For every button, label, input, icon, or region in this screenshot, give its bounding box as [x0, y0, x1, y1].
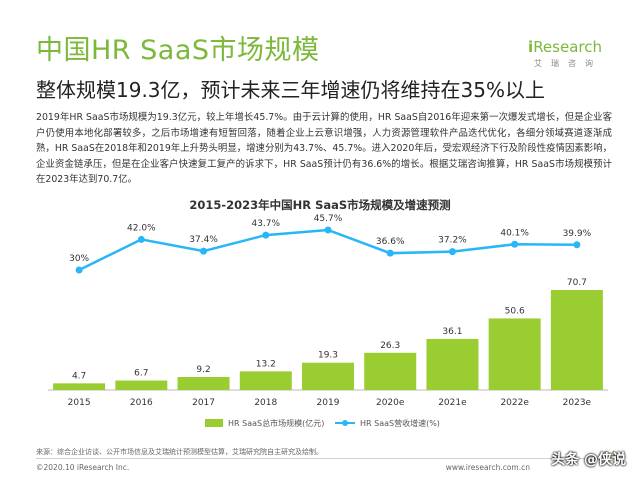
x-tick-2021e: 2021e	[438, 398, 467, 408]
logo-subtitle: 艾瑞咨询	[534, 59, 602, 68]
bar-label-2016: 6.7	[134, 369, 148, 379]
x-tick-2018: 2018	[254, 398, 277, 408]
legend-line-marker	[342, 420, 348, 426]
chart-title: 2015-2023年中国HR SaaS市场规模及增速预测	[189, 198, 451, 212]
bar-2015	[53, 383, 106, 390]
footer-divider	[36, 458, 604, 459]
bar-label-2015: 4.7	[72, 371, 86, 381]
bar-label-2021e: 36.1	[442, 327, 462, 337]
growth-point-2023e	[573, 241, 581, 249]
combo-chart: 4.7 2015 6.7 2016 9.2 2017 13.2 2018 19.3 2019 26.…	[48, 214, 608, 428]
growth-label-2015: 30%	[69, 254, 89, 264]
body-paragraph: 2019年HR SaaS市场规模为19.3亿元，较上年增长45.7%。由于云计算…	[36, 112, 612, 186]
growth-point-2018	[262, 231, 270, 239]
growth-label-2018: 43.7%	[251, 219, 280, 229]
bar-2022e	[488, 318, 541, 390]
bar-label-2022e: 50.6	[505, 306, 525, 316]
growth-point-2021e	[448, 248, 456, 256]
legend-bar-swatch	[205, 419, 223, 427]
bar-label-2018: 13.2	[256, 359, 276, 369]
bar-2017	[177, 376, 230, 390]
x-tick-2022e: 2022e	[500, 398, 529, 408]
x-tick-2020e: 2020e	[376, 398, 405, 408]
bar-2019	[302, 362, 354, 390]
bar-2018	[239, 371, 292, 390]
growth-label-2023e: 39.9%	[563, 229, 592, 239]
x-tick-2016: 2016	[130, 398, 153, 408]
growth-label-2021e: 37.2%	[438, 236, 467, 246]
growth-point-2015	[75, 266, 83, 274]
watermark: 头条 @侠说	[551, 452, 626, 468]
bar-label-2017: 9.2	[196, 365, 210, 375]
slide-title: 中国HR SaaS市场规模	[36, 35, 320, 66]
legend-line-label: HR SaaS营收增速(%)	[360, 418, 440, 428]
growth-point-2017	[200, 247, 208, 255]
x-tick-2017: 2017	[192, 398, 215, 408]
growth-label-2017: 37.4%	[189, 235, 218, 245]
x-tick-2019: 2019	[317, 398, 340, 408]
logo-wordmark: iResearch	[528, 38, 602, 56]
iresearch-logo: iResearch 艾瑞咨询	[528, 38, 602, 69]
x-tick-2023e: 2023e	[563, 398, 592, 408]
legend-bar-label: HR SaaS总市场规模(亿元)	[228, 418, 324, 428]
website-link[interactable]: www.iresearch.com.cn	[445, 463, 530, 472]
x-tick-2015: 2015	[68, 398, 91, 408]
growth-label-2022e: 40.1%	[500, 228, 529, 238]
growth-point-2016	[137, 235, 145, 243]
bar-label-2019: 19.3	[318, 351, 338, 361]
growth-label-2020e: 36.6%	[376, 237, 405, 247]
bar-2021e	[426, 338, 479, 390]
growth-point-2020e	[386, 249, 394, 257]
growth-label-2016: 42.0%	[127, 223, 156, 233]
bar-2016	[115, 380, 168, 390]
growth-point-2022e	[511, 240, 519, 248]
page-number: 14	[603, 450, 616, 461]
bar-2023e	[550, 290, 603, 390]
slide-headline: 整体规模19.3亿，预计未来三年增速仍将维持在35%以上	[36, 78, 545, 102]
copyright: ©2020.10 iResearch Inc.	[36, 463, 130, 472]
source-note: 来源：综合企业访谈、公开市场信息及艾瑞统计预测模型估算，艾瑞研究院自主研究及绘制…	[36, 448, 323, 456]
bar-label-2023e: 70.7	[567, 278, 587, 288]
bar-label-2020e: 26.3	[380, 341, 400, 351]
bar-2020e	[364, 352, 417, 390]
growth-point-2019	[324, 226, 332, 234]
growth-label-2019: 45.7%	[314, 214, 343, 224]
